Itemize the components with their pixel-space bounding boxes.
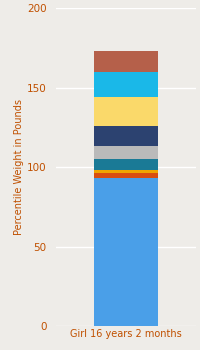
Bar [94, 159, 158, 170]
Bar [94, 51, 158, 72]
Bar [94, 178, 158, 326]
Bar [94, 126, 158, 146]
Bar [94, 174, 158, 178]
Bar [94, 72, 158, 97]
Y-axis label: Percentile Weight in Pounds: Percentile Weight in Pounds [14, 99, 24, 235]
Bar [94, 146, 158, 159]
Bar [94, 170, 158, 174]
Bar [94, 97, 158, 126]
